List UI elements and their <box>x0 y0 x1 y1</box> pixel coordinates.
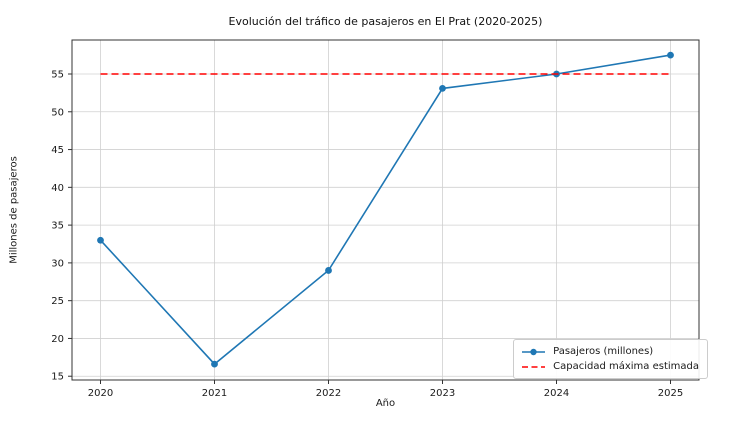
x-tick-label: 2025 <box>658 388 683 399</box>
chart-title: Evolución del tráfico de pasajeros en El… <box>228 15 543 28</box>
x-tick-label: 2022 <box>316 388 341 399</box>
y-tick-label: 35 <box>51 221 64 232</box>
data-point <box>667 51 674 59</box>
passengers-line <box>99 54 671 366</box>
y-tick-label: 55 <box>51 70 64 81</box>
data-point <box>439 84 446 92</box>
x-tick-label: 2024 <box>544 388 569 399</box>
legend-entry-passengers: Pasajeros (millones) <box>521 344 699 359</box>
x-axis-label: Año <box>375 398 396 409</box>
legend-line-sample-passengers <box>522 348 546 355</box>
data-point <box>325 267 332 274</box>
legend: Pasajeros (millones) Capacidad máxima es… <box>513 339 708 379</box>
y-tick-label: 30 <box>51 258 64 269</box>
data-point <box>211 360 218 368</box>
x-tick-label: 2021 <box>202 388 227 399</box>
plot-border <box>71 39 700 381</box>
y-tick-label: 25 <box>51 296 64 307</box>
legend-line-sample-capacity <box>522 365 546 368</box>
legend-marker-passengers <box>530 348 537 355</box>
y-tick-label: 40 <box>51 183 64 194</box>
x-tick-label: 2020 <box>88 388 113 399</box>
y-tick-label: 15 <box>51 372 64 383</box>
y-tick-label: 45 <box>51 145 64 156</box>
x-tick-label: 2023 <box>430 388 455 399</box>
legend-label-capacity: Capacidad máxima estimada <box>553 361 699 372</box>
y-tick-label: 20 <box>51 334 64 345</box>
y-tick-label: 50 <box>51 107 64 118</box>
data-point <box>97 236 104 244</box>
legend-label-passengers: Pasajeros (millones) <box>553 346 654 357</box>
legend-entry-capacity: Capacidad máxima estimada <box>521 359 699 374</box>
